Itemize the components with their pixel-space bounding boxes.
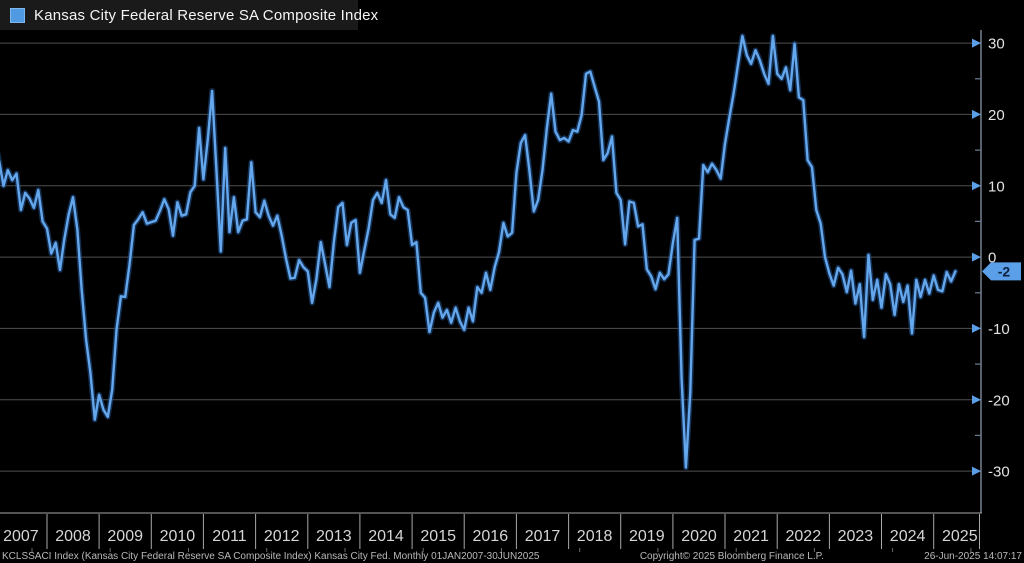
x-year-label: 2023 (838, 528, 874, 545)
y-tick-label: 30 (988, 36, 1005, 53)
y-tick-label: -20 (988, 392, 1010, 409)
x-year-label: 2012 (264, 528, 300, 545)
footer-copyright: Copyright© 2025 Bloomberg Finance L.P. (639, 550, 824, 562)
x-year-label: 2010 (160, 528, 196, 545)
x-year-label: 2014 (368, 528, 404, 545)
footer-timestamp: 26-Jun-2025 14:07:17 (924, 550, 1022, 562)
y-axis-tick-arrow (972, 252, 981, 262)
terminal-footer: KCLSSACI Index (Kansas City Federal Rese… (0, 549, 1024, 563)
x-year-label: 2009 (107, 528, 143, 545)
y-tick-label: -10 (988, 321, 1010, 338)
x-year-label: 2015 (420, 528, 456, 545)
x-year-label: 2019 (629, 528, 665, 545)
x-year-label: 2016 (473, 528, 509, 545)
y-axis-tick-arrow (972, 181, 981, 191)
x-year-label: 2021 (733, 528, 769, 545)
y-axis-tick-arrow (972, 38, 981, 48)
y-tick-label: 0 (988, 250, 996, 267)
x-year-label: 2020 (681, 528, 717, 545)
x-year-label: 2011 (212, 528, 247, 545)
x-year-label: 2013 (316, 528, 352, 545)
series-line-glow (0, 33, 959, 471)
last-value-badge (982, 262, 1021, 281)
x-year-label: 2022 (786, 528, 822, 545)
x-year-label: 2017 (525, 528, 561, 545)
x-year-label: 2025 (942, 528, 978, 545)
series-line (0, 34, 957, 469)
y-axis-tick-arrow (972, 466, 981, 476)
chart-legend-bar: Kansas City Federal Reserve SA Composite… (0, 0, 378, 30)
x-year-label: 2007 (3, 528, 39, 545)
footer-ticker-info: KCLSSACI Index (Kansas City Federal Rese… (2, 550, 540, 562)
x-year-label: 2024 (890, 528, 926, 545)
x-year-label: 2008 (55, 528, 91, 545)
y-tick-label: -30 (988, 464, 1010, 481)
y-axis-tick-arrow (972, 109, 981, 119)
y-axis-tick-arrow (972, 323, 981, 333)
x-year-label: 2018 (577, 528, 613, 545)
y-tick-label: 20 (988, 107, 1005, 124)
legend-series-swatch[interactable] (10, 7, 25, 23)
y-axis-tick-arrow (972, 395, 981, 405)
last-value-badge-label: -2 (998, 263, 1011, 279)
y-tick-label: 10 (988, 178, 1005, 195)
legend-series-label[interactable]: Kansas City Federal Reserve SA Composite… (34, 6, 379, 24)
